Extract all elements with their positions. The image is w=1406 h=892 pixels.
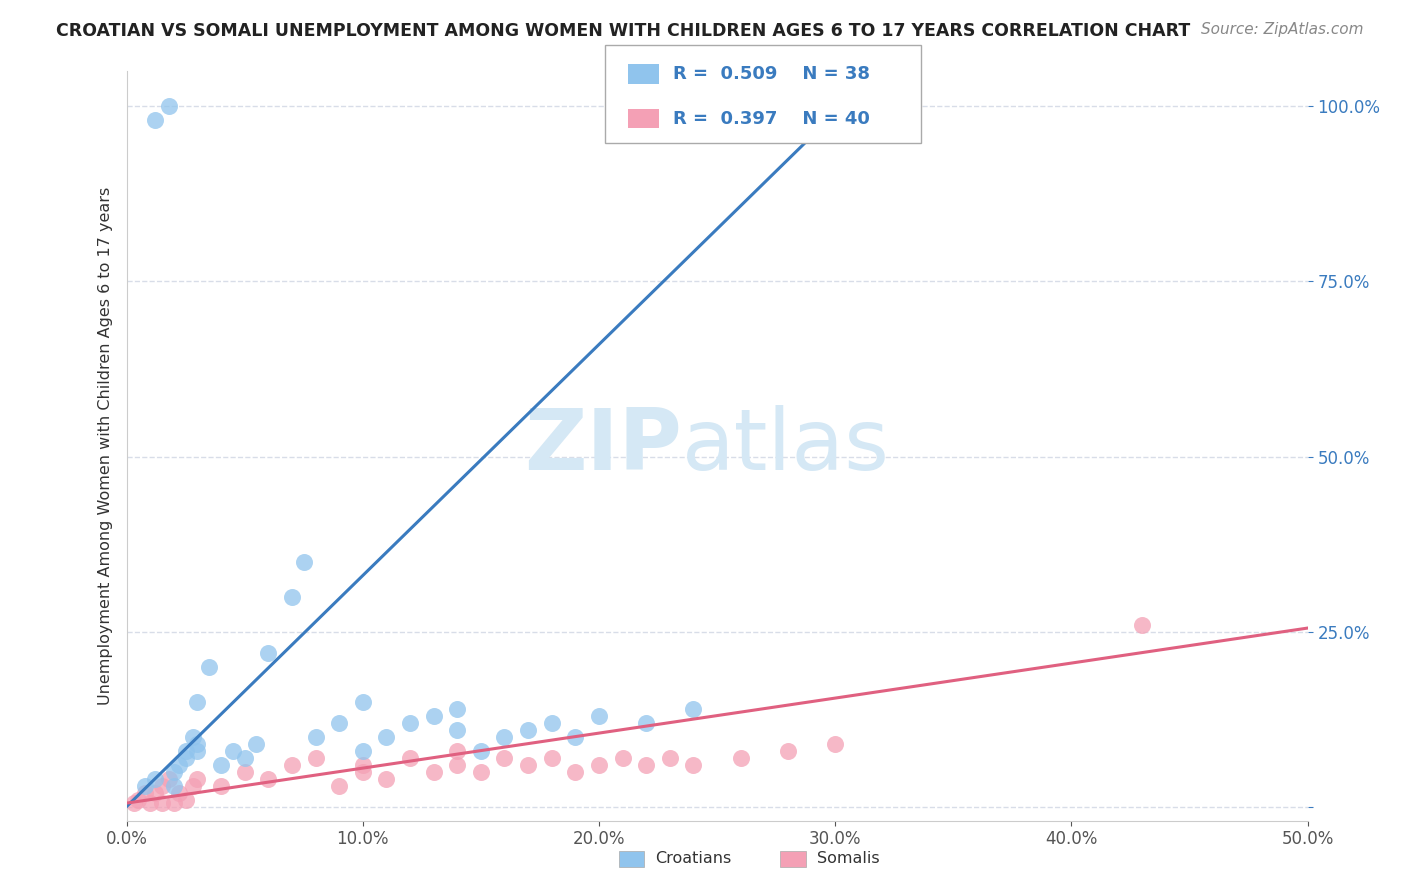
Point <box>328 779 350 793</box>
Point <box>517 757 540 772</box>
Point <box>292 555 315 569</box>
Point <box>422 708 444 723</box>
Point <box>157 772 180 786</box>
Point <box>422 764 444 779</box>
Point <box>167 757 190 772</box>
Point <box>588 708 610 723</box>
Point <box>588 757 610 772</box>
Point <box>186 743 208 757</box>
Point <box>157 99 180 113</box>
Point <box>134 779 156 793</box>
Point <box>1130 617 1153 632</box>
Point <box>150 779 173 793</box>
Point <box>186 772 208 786</box>
Point <box>134 786 156 800</box>
Point <box>658 750 681 764</box>
Point <box>143 772 166 786</box>
Point <box>281 757 304 772</box>
Point <box>399 750 422 764</box>
Point <box>540 715 562 730</box>
Point <box>163 764 186 779</box>
Point <box>233 750 256 764</box>
Point <box>517 723 540 737</box>
Point <box>174 750 197 764</box>
Point <box>636 757 658 772</box>
Text: Croatians: Croatians <box>655 852 731 866</box>
Point <box>612 750 634 764</box>
Point <box>281 590 304 604</box>
Point <box>352 743 374 757</box>
Point <box>352 764 374 779</box>
Point <box>163 796 186 810</box>
Point <box>446 757 468 772</box>
Text: atlas: atlas <box>682 404 890 488</box>
Point <box>328 715 350 730</box>
Point <box>143 786 166 800</box>
Point <box>257 646 280 660</box>
Text: CROATIAN VS SOMALI UNEMPLOYMENT AMONG WOMEN WITH CHILDREN AGES 6 TO 17 YEARS COR: CROATIAN VS SOMALI UNEMPLOYMENT AMONG WO… <box>56 22 1191 40</box>
Point <box>730 750 752 764</box>
Point <box>824 737 846 751</box>
Point <box>446 723 468 737</box>
Text: R =  0.509    N = 38: R = 0.509 N = 38 <box>673 65 870 83</box>
Point <box>150 796 173 810</box>
Point <box>682 701 704 715</box>
Point <box>209 757 232 772</box>
Point <box>352 695 374 709</box>
Text: Somalis: Somalis <box>817 852 880 866</box>
Point <box>470 764 492 779</box>
Point <box>540 750 562 764</box>
Point <box>257 772 280 786</box>
Point <box>186 695 208 709</box>
Point <box>245 737 267 751</box>
Text: Source: ZipAtlas.com: Source: ZipAtlas.com <box>1201 22 1364 37</box>
Point <box>446 743 468 757</box>
Point <box>682 757 704 772</box>
Point <box>163 779 186 793</box>
Point <box>564 764 586 779</box>
Point <box>494 730 516 744</box>
Point <box>233 764 256 779</box>
Point <box>174 743 197 757</box>
Point <box>222 743 245 757</box>
Point <box>181 730 204 744</box>
Point <box>122 796 145 810</box>
Text: ZIP: ZIP <box>524 404 682 488</box>
Point <box>127 792 149 806</box>
Point <box>636 715 658 730</box>
Point <box>494 750 516 764</box>
Text: R =  0.397    N = 40: R = 0.397 N = 40 <box>673 110 870 128</box>
Point <box>446 701 468 715</box>
Point <box>139 796 162 810</box>
Point <box>198 659 221 673</box>
Y-axis label: Unemployment Among Women with Children Ages 6 to 17 years: Unemployment Among Women with Children A… <box>97 187 112 705</box>
Point <box>174 792 197 806</box>
Point <box>776 743 799 757</box>
Point <box>399 715 422 730</box>
Point <box>470 743 492 757</box>
Point <box>167 786 190 800</box>
Point <box>564 730 586 744</box>
Point <box>186 737 208 751</box>
Point <box>375 772 398 786</box>
Point <box>304 750 326 764</box>
Point <box>304 730 326 744</box>
Point <box>209 779 232 793</box>
Point <box>143 113 166 128</box>
Point <box>375 730 398 744</box>
Point <box>352 757 374 772</box>
Point <box>181 779 204 793</box>
